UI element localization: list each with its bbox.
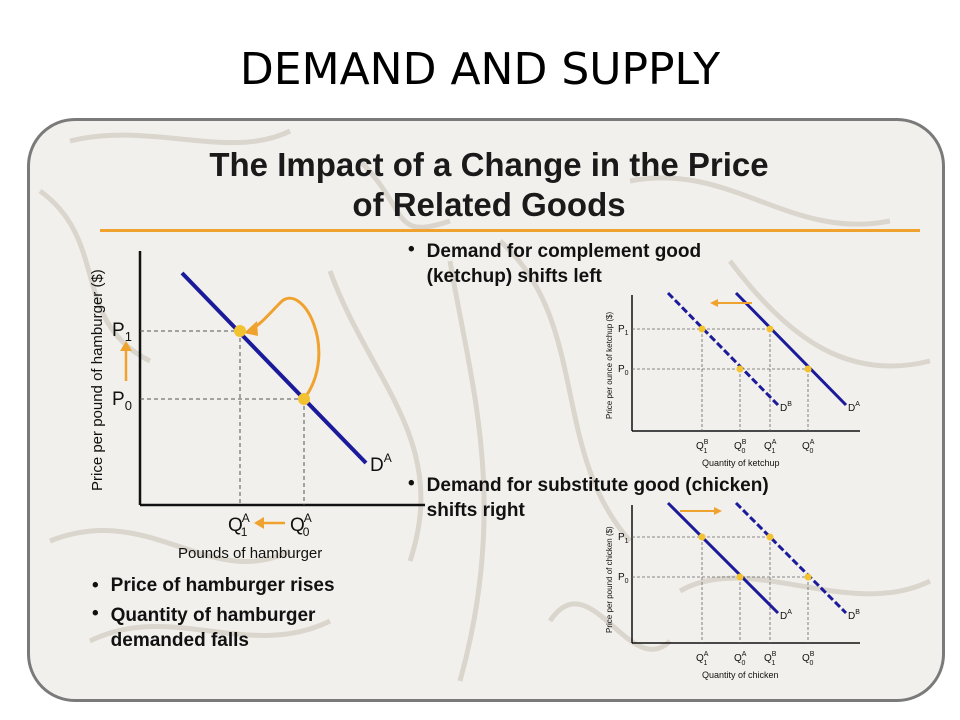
- curve-right-label: DB: [848, 609, 860, 622]
- content-panel: The Impact of a Change in the Price of R…: [27, 118, 945, 702]
- p0-label: P0: [618, 364, 629, 377]
- panel-heading: The Impact of a Change in the Price of R…: [30, 145, 942, 225]
- curve-right-label: DA: [848, 401, 860, 414]
- bullet-text: Demand for substitute good (chicken) shif…: [426, 475, 769, 521]
- demand-curve: [180, 271, 368, 465]
- chicken-demand-chart: Price per pound of chicken ($) P1 P0 DA …: [605, 501, 860, 680]
- bullet-item: • Price of hamburger rises: [92, 575, 335, 597]
- price-up-arrowhead: [120, 341, 132, 351]
- demand-curve-left: [666, 291, 780, 407]
- point-old: [298, 393, 310, 405]
- tick-label: QB 1: [696, 439, 709, 455]
- bullet-item: • Demand for complement good (ketchup) sh…: [408, 239, 701, 289]
- tick-label: QA 0: [734, 651, 747, 667]
- ketchup-demand-chart: Price per ounce of ketchup ($) P1 P0 DB …: [605, 291, 860, 468]
- x-axis-label: Pounds of hamburger: [178, 545, 322, 562]
- bullet-item: • Quantity of hamburger demanded falls: [92, 603, 315, 653]
- tick-label: QB 0: [802, 651, 815, 667]
- bullet-glyph: •: [92, 603, 99, 624]
- demand-curve-right: [734, 501, 848, 615]
- p0-label: P0: [112, 389, 132, 413]
- curve-label: DA: [370, 451, 392, 476]
- movement-arrow: [251, 296, 321, 400]
- point: [736, 573, 744, 581]
- point: [698, 533, 706, 541]
- hamburger-demand-chart: Price per pound of hamburger ($) P1 P0 D…: [89, 251, 425, 562]
- curve-left-label: DA: [780, 609, 792, 622]
- p1-label: P1: [618, 324, 629, 337]
- y-axis-label: Price per pound of hamburger ($): [89, 269, 106, 491]
- shift-arrowhead: [710, 299, 718, 307]
- point: [698, 325, 706, 333]
- bullet-item: • Demand for substitute good (chicken) sh…: [408, 473, 769, 523]
- heading-line-1: The Impact of a Change in the Price: [209, 146, 769, 183]
- shift-arrowhead: [714, 507, 722, 515]
- p1-label: P1: [618, 532, 629, 545]
- y-axis-label: Price per ounce of ketchup ($): [605, 311, 614, 419]
- q1-label: QA 1: [228, 511, 250, 539]
- p0-label: P0: [618, 572, 629, 585]
- tick-label: QA 1: [764, 439, 777, 455]
- point: [804, 365, 812, 373]
- heading-line-2: of Related Goods: [352, 186, 626, 223]
- point: [736, 365, 744, 373]
- heading-divider: [100, 229, 920, 232]
- tick-label: QB 0: [734, 439, 747, 455]
- point: [766, 325, 774, 333]
- bullet-text: Price of hamburger rises: [110, 575, 335, 596]
- tick-label: QA 1: [696, 651, 709, 667]
- point: [804, 573, 812, 581]
- p1-label: P1: [112, 320, 132, 344]
- background-watermark: [38, 128, 932, 682]
- bullet-text: Quantity of hamburger demanded falls: [110, 605, 316, 651]
- bullet-glyph: •: [408, 473, 415, 494]
- tick-label: QB 1: [764, 651, 777, 667]
- tick-label: QA 0: [802, 439, 815, 455]
- curve-left-label: DB: [780, 401, 792, 414]
- movement-arrowhead: [244, 321, 258, 336]
- x-axis-label: Quantity of chicken: [702, 670, 779, 680]
- x-axis-label: Quantity of ketchup: [702, 458, 780, 468]
- q0-label: QA 0: [290, 511, 312, 539]
- bullet-glyph: •: [408, 239, 415, 260]
- point: [766, 533, 774, 541]
- point-new: [234, 325, 246, 337]
- y-axis-label: Price per pound of chicken ($): [605, 526, 614, 633]
- bullet-glyph: •: [92, 575, 99, 596]
- quantity-arrowhead: [254, 517, 264, 529]
- demand-curve-right: [734, 291, 848, 407]
- bullet-text: Demand for complement good (ketchup) shif…: [426, 241, 702, 287]
- demand-curve-left: [666, 501, 780, 615]
- slide-title: DEMAND AND SUPPLY: [239, 44, 721, 95]
